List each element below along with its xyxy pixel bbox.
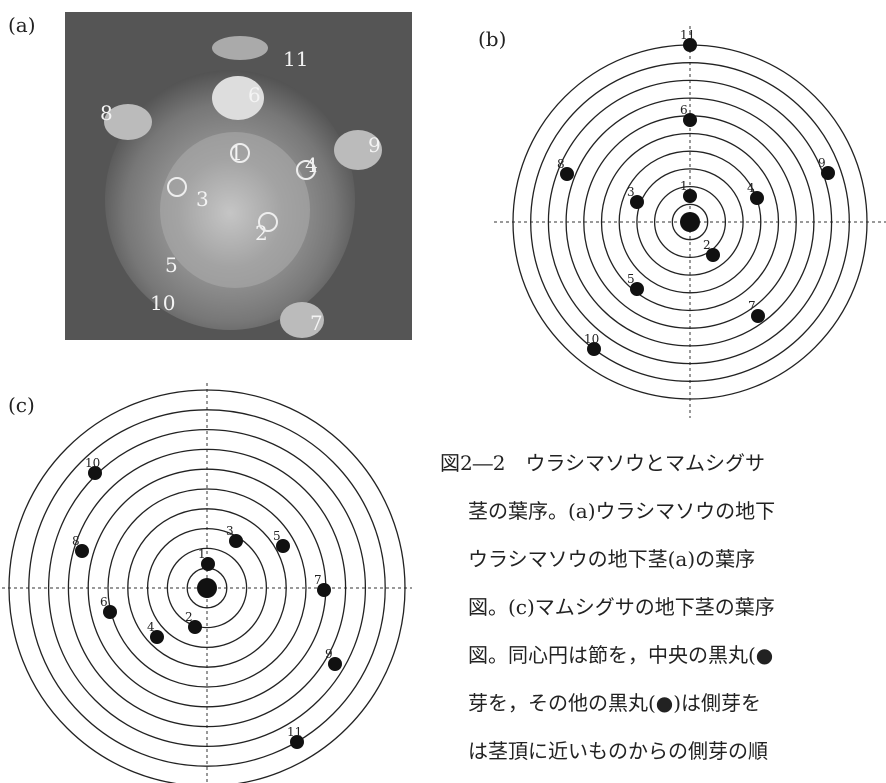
bud <box>328 657 342 671</box>
bud <box>683 113 697 127</box>
photo-label: 9 <box>368 133 381 157</box>
bud <box>290 735 304 749</box>
apical-bud <box>197 578 217 598</box>
ring <box>600 132 780 312</box>
photo-label: 3 <box>196 187 209 211</box>
bud-label: 8 <box>557 157 565 171</box>
caption-line: 図。(c)マムシグサの地下茎の葉序 <box>468 595 775 619</box>
bud <box>630 195 644 209</box>
bud-label: 5 <box>627 272 635 286</box>
bud <box>229 534 243 548</box>
bud <box>317 583 331 597</box>
bud-label: 3 <box>627 185 635 199</box>
bud-label: 6 <box>100 595 108 609</box>
bud-label: 6 <box>680 103 688 117</box>
ring <box>166 547 248 629</box>
panel-label: (a) <box>8 13 36 37</box>
bud <box>88 466 102 480</box>
panel-label: (c) <box>8 393 35 417</box>
bud <box>201 557 215 571</box>
bud-label: 5 <box>273 529 281 543</box>
marker <box>167 177 187 197</box>
photo-label: 10 <box>150 291 175 315</box>
marker <box>230 143 250 163</box>
ring <box>530 62 850 382</box>
caption-line: 図2―2 ウラシマソウとマムシグサ <box>440 451 765 475</box>
bud-label: 4 <box>747 181 755 195</box>
photo-label: 5 <box>165 253 178 277</box>
bud-label: 10 <box>85 456 100 470</box>
bud-label: 4 <box>147 620 155 634</box>
bud <box>276 539 290 553</box>
bud-label: 10 <box>584 332 599 346</box>
bud-label: 3 <box>226 524 234 538</box>
bud-label: 1 <box>198 547 206 561</box>
bud-label: 9 <box>325 647 333 661</box>
bud-label: 11 <box>287 725 302 739</box>
caption-line: は茎頂に近いものからの側芽の順 <box>468 739 768 763</box>
ring <box>653 185 727 259</box>
bud <box>560 167 574 181</box>
ring <box>618 150 762 294</box>
panel-label: (b) <box>478 27 506 51</box>
ring <box>47 428 367 748</box>
ring <box>8 389 406 783</box>
bud-label: 9 <box>818 156 826 170</box>
bud <box>103 605 117 619</box>
bud <box>188 620 202 634</box>
bud <box>750 191 764 205</box>
ring <box>671 203 709 241</box>
ring <box>636 168 744 276</box>
bud-label: 1 <box>680 179 688 193</box>
photo-label: 8 <box>100 101 113 125</box>
bud-label: 11 <box>680 28 695 42</box>
photo-label: 11 <box>283 47 308 71</box>
bud-label: 2 <box>185 610 193 624</box>
ring <box>547 79 833 365</box>
caption-line: 芽を，その他の黒丸(●)は側芽を <box>468 691 761 715</box>
caption-line: 茎の葉序。(a)ウラシマソウの地下 <box>468 499 775 523</box>
bud <box>75 544 89 558</box>
bud-label: 8 <box>72 534 80 548</box>
bud <box>683 189 697 203</box>
bud-label: 7 <box>314 573 322 587</box>
ring <box>146 527 268 649</box>
ring <box>107 488 307 688</box>
bud-label: 7 <box>748 299 756 313</box>
photo-label: 6 <box>248 83 261 107</box>
marker <box>258 212 278 232</box>
photo <box>65 12 412 340</box>
ring <box>127 508 287 668</box>
bud <box>751 309 765 323</box>
photo-label: 2 <box>255 221 268 245</box>
photo-label: 7 <box>310 311 323 335</box>
bud <box>587 342 601 356</box>
caption-line: 図。同心円は節を，中央の黒丸(● <box>468 643 773 667</box>
bud <box>630 282 644 296</box>
apical-bud <box>680 212 700 232</box>
bud-label: 2 <box>703 238 711 252</box>
caption: 図2―2 ウラシマソウとマムシグサ茎の葉序。(a)ウラシマソウの地下ウラシマソウ… <box>440 451 775 763</box>
bud <box>150 630 164 644</box>
marker <box>296 160 316 180</box>
ring <box>565 97 815 347</box>
ring <box>28 409 386 767</box>
photo-label: 4 <box>305 153 318 177</box>
bud <box>706 248 720 262</box>
ring <box>67 448 347 728</box>
caption-line: ウラシマソウの地下茎(a)の葉序 <box>468 547 755 571</box>
bud <box>821 166 835 180</box>
bud <box>683 38 697 52</box>
